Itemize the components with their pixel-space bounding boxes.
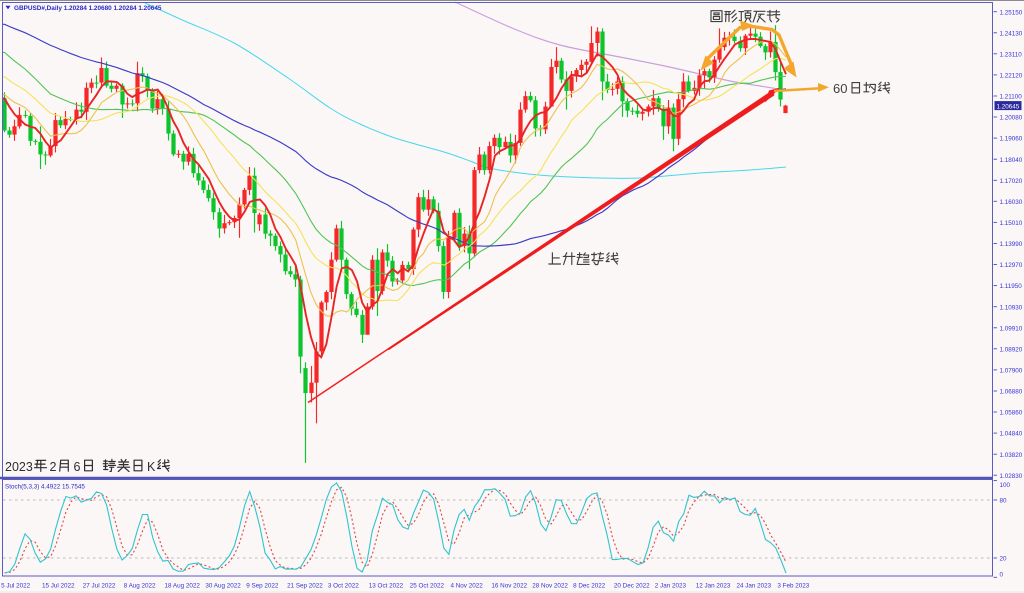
svg-text:2023: 2023 — [5, 460, 33, 474]
svg-text:1.19060: 1.19060 — [1000, 136, 1023, 143]
svg-text:20 Dec 2022: 20 Dec 2022 — [614, 583, 650, 590]
svg-text:5 Jul 2022: 5 Jul 2022 — [1, 583, 31, 590]
svg-text:1.12970: 1.12970 — [1000, 262, 1023, 269]
svg-text:21 Sep 2022: 21 Sep 2022 — [287, 583, 323, 590]
svg-text:18 Aug 2022: 18 Aug 2022 — [165, 583, 201, 590]
svg-text:1.05860: 1.05860 — [1000, 410, 1023, 417]
svg-text:13 Oct 2022: 13 Oct 2022 — [369, 583, 404, 590]
svg-text:1.09910: 1.09910 — [1000, 325, 1023, 332]
svg-text:1.10930: 1.10930 — [1000, 304, 1023, 311]
svg-text:80: 80 — [1000, 498, 1008, 505]
svg-text:12 Jan 2023: 12 Jan 2023 — [696, 583, 731, 590]
svg-text:1.08920: 1.08920 — [1000, 346, 1023, 353]
svg-text:16 Nov 2022: 16 Nov 2022 — [491, 583, 527, 590]
svg-text:1.17020: 1.17020 — [1000, 178, 1023, 185]
svg-text:1.18040: 1.18040 — [1000, 157, 1023, 164]
svg-text:24 Jan 2023: 24 Jan 2023 — [737, 583, 772, 590]
svg-text:1.23110: 1.23110 — [1000, 51, 1023, 58]
svg-text:1.11950: 1.11950 — [1000, 283, 1023, 290]
svg-text:20: 20 — [1000, 556, 1008, 563]
svg-text:30 Aug 2022: 30 Aug 2022 — [205, 583, 241, 590]
svg-text:1.22120: 1.22120 — [1000, 73, 1023, 80]
svg-text:1.20645: 1.20645 — [997, 103, 1020, 110]
svg-text:0: 0 — [1000, 571, 1004, 578]
svg-text:3 Feb 2023: 3 Feb 2023 — [777, 583, 809, 590]
svg-text:Stoch(5,3,3) 4.4922 15.7545: Stoch(5,3,3) 4.4922 15.7545 — [5, 484, 85, 491]
svg-text:1.04840: 1.04840 — [1000, 431, 1023, 438]
svg-text:1.07900: 1.07900 — [1000, 368, 1023, 375]
svg-text:60: 60 — [833, 81, 847, 96]
svg-text:1.24130: 1.24130 — [1000, 30, 1023, 37]
svg-text:K: K — [147, 460, 156, 474]
svg-text:1.02830: 1.02830 — [1000, 473, 1023, 480]
svg-text:2 Jan 2023: 2 Jan 2023 — [655, 583, 687, 590]
svg-text:1.06880: 1.06880 — [1000, 389, 1023, 396]
svg-text:3 Oct 2022: 3 Oct 2022 — [328, 583, 359, 590]
svg-text:1.25150: 1.25150 — [1000, 9, 1023, 16]
svg-text:9 Sep 2022: 9 Sep 2022 — [246, 583, 279, 590]
svg-text:1.20080: 1.20080 — [1000, 115, 1023, 122]
svg-text:100: 100 — [1000, 482, 1011, 489]
svg-text:1.21100: 1.21100 — [1000, 94, 1023, 101]
svg-text:1.16030: 1.16030 — [1000, 199, 1023, 206]
svg-text:2: 2 — [50, 460, 57, 474]
svg-text:1.15010: 1.15010 — [1000, 220, 1023, 227]
svg-text:15 Jul 2022: 15 Jul 2022 — [42, 583, 75, 590]
svg-text:1.13990: 1.13990 — [1000, 241, 1023, 248]
svg-text:8 Dec 2022: 8 Dec 2022 — [573, 583, 606, 590]
svg-text:6: 6 — [74, 460, 81, 474]
svg-text:8 Aug 2022: 8 Aug 2022 — [124, 583, 156, 590]
svg-text:1.03820: 1.03820 — [1000, 452, 1023, 459]
svg-text:27 Jul 2022: 27 Jul 2022 — [83, 583, 116, 590]
svg-text:28 Nov 2022: 28 Nov 2022 — [532, 583, 568, 590]
svg-text:4 Nov 2022: 4 Nov 2022 — [451, 583, 484, 590]
svg-text:GBPUSD#,Daily 1.20284 1.20680: GBPUSD#,Daily 1.20284 1.20680 1.20284 1.… — [14, 5, 162, 12]
svg-text:25 Oct 2022: 25 Oct 2022 — [410, 583, 445, 590]
